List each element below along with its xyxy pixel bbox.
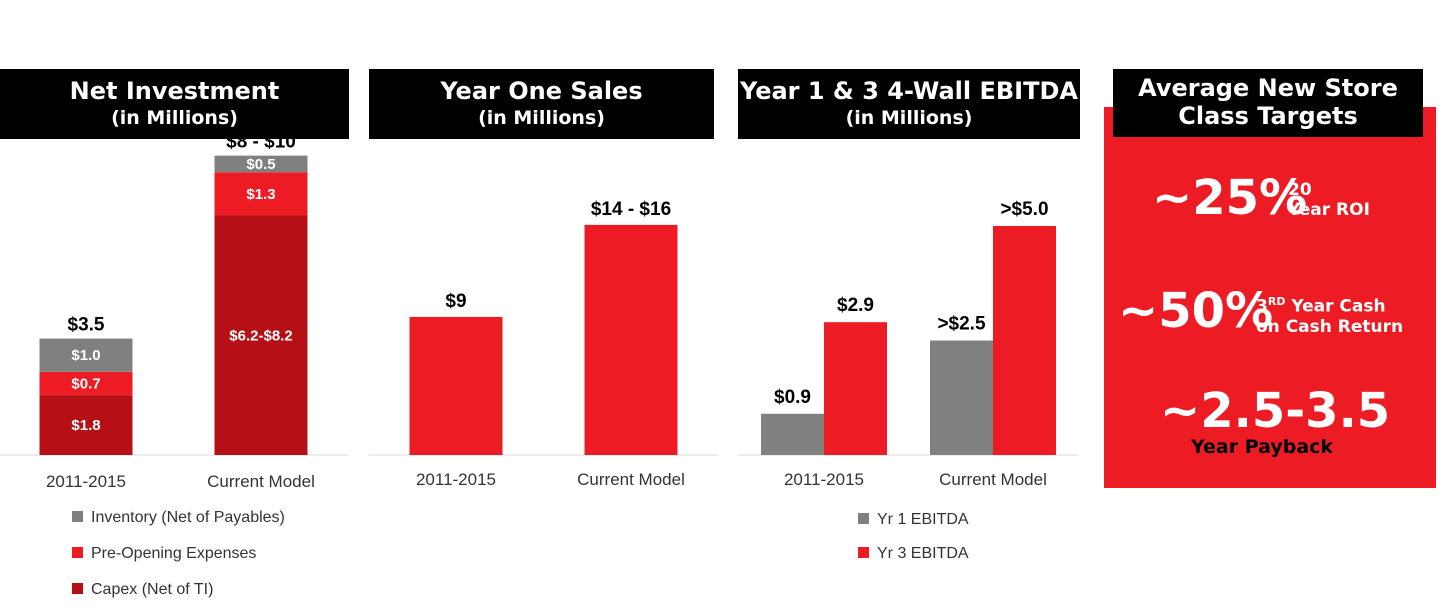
- net-investment-chart: $1.8 $0.7 $1.0 $3.5 2011-2015 $6.2-$8.2 $1.3 $0…: [0, 132, 348, 491]
- legend-label: Yr 1 EBITDA: [877, 511, 969, 528]
- category-label: 2011-2015: [46, 472, 126, 491]
- segment-label: $1.0: [71, 347, 100, 364]
- category-label: Current Model: [577, 470, 685, 489]
- net-investment-header: Net Investment (in Millions): [0, 69, 349, 139]
- year-one-sales-chart: $9 2011-2015 $14 - $16 Current Model: [369, 199, 718, 489]
- segment-label: $1.3: [246, 186, 275, 203]
- payback-value: ~2.5-3.5: [1160, 383, 1391, 439]
- targets-header: Average New Store Class Targets: [1113, 69, 1423, 137]
- legend-label: Pre-Opening Expenses: [91, 545, 257, 562]
- roi-label-line1: 20: [1288, 180, 1312, 200]
- ebitda-chart: $0.9 $2.9 2011-2015 >$2.5 >$5.0 Current Model: [738, 199, 1078, 489]
- ebitda-panel: Year 1 & 3 4-Wall EBITDA (in Millions) $…: [738, 0, 1080, 615]
- legend-swatch: [72, 583, 83, 595]
- legend-swatch: [72, 511, 83, 523]
- segment-label: $1.8: [71, 417, 100, 434]
- segment-label: $0.5: [246, 156, 275, 173]
- legend-label: Inventory (Net of Payables): [91, 509, 285, 526]
- targets-title-line1: Average New Store: [1138, 74, 1398, 102]
- category-label: 2011-2015: [784, 470, 864, 489]
- cash-return-value: ~50%: [1118, 283, 1274, 339]
- year-one-sales-panel: Year One Sales (in Millions) $9 2011-2015…: [369, 0, 719, 615]
- bar-segment: [214, 172, 308, 216]
- value-label: $0.9: [774, 387, 811, 408]
- value-label: >$5.0: [1000, 199, 1048, 220]
- category-label: 2011-2015: [416, 470, 496, 489]
- roi-label: 20 Year ROI: [1288, 180, 1370, 220]
- targets-box: [1104, 107, 1436, 488]
- bar: [409, 316, 503, 455]
- net-investment-title: Net Investment: [69, 77, 280, 105]
- cash-return-label-rest: Year Cash: [1285, 296, 1386, 317]
- legend-item: Yr 1 EBITDA: [858, 510, 969, 530]
- cash-return-label-line1: 3RD Year Cash: [1256, 292, 1403, 317]
- net-investment-panel: Net Investment (in Millions) $1.8 $0.7 $1.…: [0, 0, 350, 615]
- legend-item: Capex (Net of TI): [72, 580, 213, 600]
- total-label: $8 - $10: [226, 132, 296, 153]
- legend-label: Yr 3 EBITDA: [877, 545, 969, 562]
- roi-label-line2: Year ROI: [1288, 200, 1370, 220]
- bar: [930, 340, 993, 455]
- roi-value: ~25%: [1152, 170, 1308, 226]
- value-label: $14 - $16: [591, 199, 671, 220]
- bar: [993, 226, 1056, 455]
- cash-return-label-line2: on Cash Return: [1256, 316, 1404, 337]
- bar-segment: [39, 338, 133, 372]
- legend-item: Yr 3 EBITDA: [858, 544, 969, 564]
- ebitda-subtitle: (in Millions): [845, 107, 973, 129]
- bar-segment: [214, 215, 308, 455]
- legend-label: Capex (Net of TI): [91, 581, 214, 598]
- targets-title-line2: Class Targets: [1178, 102, 1358, 130]
- legend-swatch: [858, 547, 869, 559]
- cash-return-label-sup: RD: [1267, 295, 1286, 308]
- ebitda-header: Year 1 & 3 4-Wall EBITDA (in Millions): [738, 69, 1080, 139]
- year-one-sales-header: Year One Sales (in Millions): [369, 69, 714, 139]
- value-label: $9: [445, 291, 466, 312]
- bar: [761, 413, 824, 455]
- segment-label: $0.7: [71, 375, 100, 392]
- bar: [824, 322, 887, 455]
- total-label: $3.5: [68, 315, 105, 336]
- category-label: Current Model: [939, 470, 1047, 489]
- value-label: $2.9: [837, 295, 874, 316]
- ebitda-title: Year 1 & 3 4-Wall EBITDA: [740, 77, 1078, 105]
- bar-segment: [39, 395, 133, 455]
- payback-label: Year Payback: [1191, 436, 1334, 458]
- bar-segment: [39, 371, 133, 396]
- legend-item: Inventory (Net of Payables): [72, 508, 285, 528]
- year-one-sales-subtitle: (in Millions): [478, 107, 605, 129]
- value-label: >$2.5: [937, 314, 986, 335]
- cash-return-label-num: 3: [1256, 296, 1268, 317]
- legend-swatch: [858, 513, 869, 525]
- bar-segment: [214, 155, 308, 173]
- legend-swatch: [72, 547, 83, 559]
- cash-return-label: 3RD Year Cash on Cash Return: [1256, 292, 1403, 337]
- legend-item: Pre-Opening Expenses: [72, 544, 256, 564]
- net-investment-subtitle: (in Millions): [111, 107, 238, 129]
- year-one-sales-title: Year One Sales: [440, 77, 643, 105]
- category-label: Current Model: [207, 472, 315, 491]
- bar: [584, 224, 678, 455]
- segment-label: $6.2-$8.2: [229, 327, 292, 344]
